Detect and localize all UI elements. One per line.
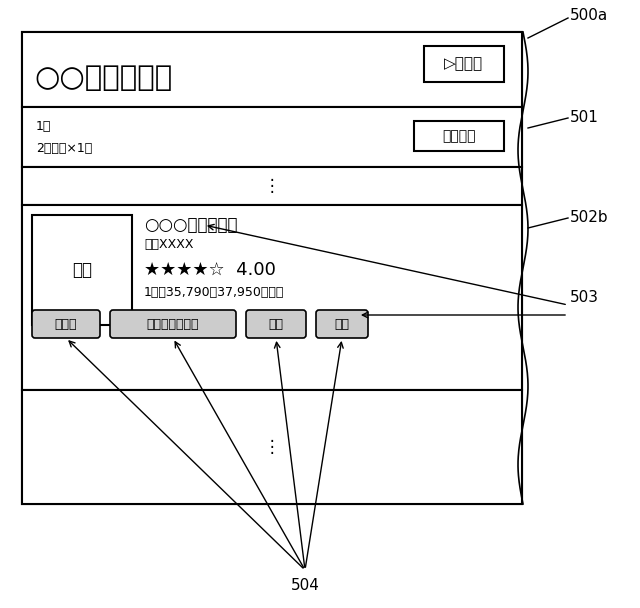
Bar (424, 46, 504, 82)
Text: 写真: 写真 (72, 261, 92, 279)
Text: ⋮: ⋮ (264, 438, 280, 456)
Text: ▷　地図: ▷ 地図 (444, 57, 484, 72)
Text: 2人部屋×1室: 2人部屋×1室 (36, 142, 92, 156)
Text: 1泊: 1泊 (36, 120, 51, 134)
Text: 504: 504 (291, 578, 319, 593)
Bar (22, 32, 522, 107)
Bar (22, 205, 522, 390)
FancyBboxPatch shape (316, 310, 368, 338)
Text: 源泉・掛け流し: 源泉・掛け流し (147, 317, 199, 331)
FancyBboxPatch shape (32, 310, 100, 338)
FancyBboxPatch shape (110, 310, 236, 338)
Text: 岩風呂: 岩風呂 (55, 317, 77, 331)
Text: 住所XXXX: 住所XXXX (144, 238, 193, 252)
Text: 502b: 502b (570, 210, 609, 226)
Bar (22, 167, 522, 205)
Text: 501: 501 (570, 111, 599, 125)
Text: 温泉: 温泉 (269, 317, 284, 331)
Bar (22, 107, 522, 167)
Text: ○○県の温泉宿: ○○県の温泉宿 (34, 64, 172, 92)
Text: ○○○温泉ホテル: ○○○温泉ホテル (144, 216, 237, 234)
Bar (22, 390, 522, 504)
Text: ⋮: ⋮ (264, 177, 280, 195)
Text: ★★★★☆  4.00: ★★★★☆ 4.00 (144, 261, 276, 279)
Text: 503: 503 (570, 291, 599, 305)
Text: 500a: 500a (570, 7, 608, 22)
Text: 条件変更: 条件変更 (442, 129, 476, 143)
Bar (414, 121, 504, 151)
Text: 料理: 料理 (335, 317, 349, 331)
Bar (22, 32, 522, 504)
FancyBboxPatch shape (246, 310, 306, 338)
Bar (32, 215, 132, 325)
Text: 1泊　35,790～37,950円／人: 1泊 35,790～37,950円／人 (144, 286, 284, 300)
